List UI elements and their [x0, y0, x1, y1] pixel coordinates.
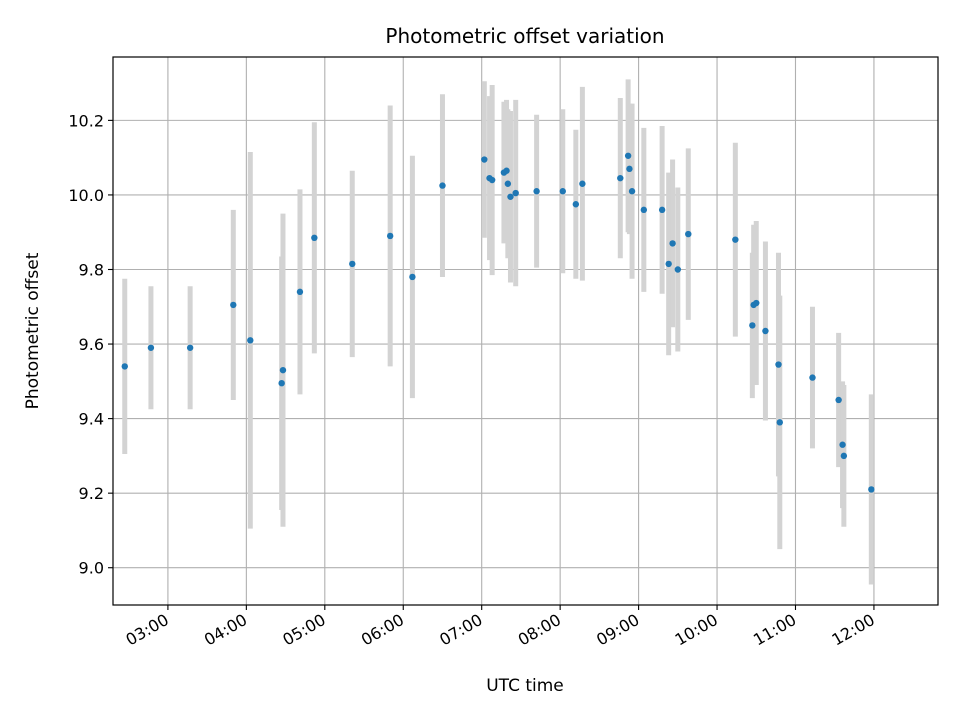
- x-tick-label: 07:00: [436, 610, 485, 650]
- data-point: [296, 288, 304, 296]
- x-axis-label: UTC time: [486, 676, 564, 696]
- data-point: [674, 266, 682, 273]
- data-point: [572, 201, 580, 208]
- x-tick-label: 08:00: [515, 610, 564, 650]
- y-tick-label: 9.4: [79, 410, 104, 429]
- data-points: [121, 152, 875, 493]
- x-tick-label: 12:00: [829, 610, 878, 650]
- x-tick-label: 03:00: [122, 610, 171, 650]
- data-point: [279, 366, 287, 374]
- data-point: [579, 180, 586, 187]
- x-tick-label: 10:00: [672, 610, 721, 650]
- data-point: [186, 344, 194, 351]
- data-point: [839, 441, 846, 448]
- chart-title: Photometric offset variation: [385, 24, 664, 48]
- data-point: [658, 206, 666, 214]
- x-tick-label: 04:00: [201, 610, 250, 650]
- data-point: [665, 260, 672, 268]
- data-point: [640, 206, 648, 214]
- data-point: [559, 188, 566, 195]
- data-point: [507, 193, 514, 200]
- y-tick-label: 10.0: [68, 186, 104, 205]
- data-point: [504, 180, 512, 187]
- data-point: [868, 486, 875, 493]
- x-axis-ticks: 03:00 04:00 05:00 06:00 07:00 08:00 09:00 10:00…: [122, 605, 878, 650]
- data-point: [278, 379, 285, 387]
- y-tick-label: 9.6: [79, 335, 104, 354]
- y-axis-label: Photometric offset: [23, 252, 43, 409]
- x-tick-label: 05:00: [279, 610, 328, 650]
- data-point: [624, 152, 632, 159]
- data-point: [617, 174, 624, 182]
- data-point: [409, 273, 416, 281]
- y-tick-label: 10.2: [68, 111, 104, 130]
- data-point: [776, 419, 783, 426]
- x-tick-label: 09:00: [593, 610, 642, 650]
- y-axis-ticks: 9.0 9.2 9.4 9.6 9.8 10.0 10.2: [68, 111, 113, 578]
- plot-frame: [112, 56, 939, 606]
- y-tick-label: 9.8: [79, 260, 104, 279]
- y-tick-label: 9.0: [79, 559, 104, 578]
- data-point: [775, 361, 782, 368]
- data-point: [147, 344, 155, 351]
- data-point: [121, 363, 128, 370]
- data-point: [732, 236, 739, 243]
- data-point: [503, 167, 510, 174]
- data-point: [626, 165, 633, 173]
- data-point: [669, 240, 676, 247]
- data-point: [753, 299, 760, 307]
- data-point: [349, 260, 356, 268]
- data-point: [247, 337, 254, 344]
- data-point: [488, 176, 496, 184]
- data-point: [230, 301, 237, 309]
- data-point: [628, 188, 636, 195]
- y-tick-label: 9.2: [79, 484, 104, 503]
- data-point: [835, 396, 842, 404]
- data-point: [481, 156, 488, 163]
- data-point: [439, 182, 446, 189]
- data-point: [386, 232, 394, 240]
- data-point: [840, 452, 848, 460]
- data-point: [749, 322, 756, 329]
- data-point: [311, 234, 318, 242]
- x-tick-label: 11:00: [750, 610, 799, 650]
- x-tick-label: 06:00: [358, 610, 407, 650]
- data-point: [533, 188, 540, 195]
- data-point: [685, 230, 692, 238]
- error-bars: [122, 79, 874, 585]
- data-point: [809, 374, 816, 381]
- data-point: [512, 189, 519, 197]
- data-point: [762, 327, 769, 335]
